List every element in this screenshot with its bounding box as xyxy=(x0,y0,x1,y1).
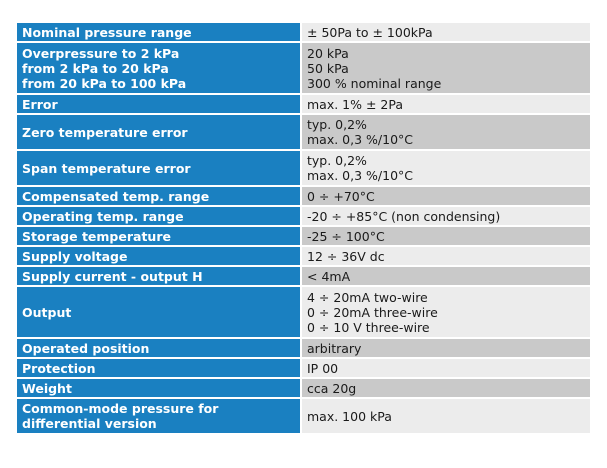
spec-value-cell: ± 50Pa to ± 100kPa xyxy=(300,21,592,43)
spec-row: Supply voltage 12 ÷ 36V dc xyxy=(15,245,592,267)
specifications-table: Nominal pressure range ± 50Pa to ± 100kPa… xyxy=(15,21,592,435)
spec-name-cell: Supply voltage xyxy=(15,245,302,267)
spec-name: Common-mode pressure for xyxy=(22,401,219,416)
spec-row: Error max. 1% ± 2Pa xyxy=(15,93,592,115)
spec-value: max. 0,3 %/10°C xyxy=(307,132,414,147)
spec-row: Nominal pressure range ± 50Pa to ± 100kPa xyxy=(15,21,592,43)
spec-name-cell: Operated position xyxy=(15,337,302,359)
spec-name-cell: Error xyxy=(15,93,302,115)
spec-name-cell: Zero temperature error xyxy=(15,113,302,151)
spec-name: Output xyxy=(22,304,72,320)
spec-name-cell: Span temperature error xyxy=(15,149,302,187)
spec-value: typ. 0,2% xyxy=(307,153,367,168)
spec-row: Overpressure to 2 kPa from 2 kPa to 20 kP… xyxy=(15,41,592,95)
spec-name-cell: Output xyxy=(15,285,302,339)
spec-row: Operated position arbitrary xyxy=(15,337,592,359)
spec-value: ± 50Pa to ± 100kPa xyxy=(307,24,433,40)
spec-value-cell: -20 ÷ +85°C (non condensing) xyxy=(300,205,592,227)
spec-row: Compensated temp. range 0 ÷ +70°C xyxy=(15,185,592,207)
spec-name: Storage temperature xyxy=(22,228,171,244)
spec-row: Output 4 ÷ 20mA two-wire 0 ÷ 20mA three-wi… xyxy=(15,285,592,339)
spec-value: typ. 0,2% xyxy=(307,117,367,132)
spec-value-cell: 12 ÷ 36V dc xyxy=(300,245,592,267)
spec-name: Operating temp. range xyxy=(22,208,184,224)
spec-name: from 2 kPa to 20 kPa xyxy=(22,60,169,76)
spec-value: 12 ÷ 36V dc xyxy=(307,248,385,264)
spec-name: Span temperature error xyxy=(22,160,191,176)
spec-name-cell: Operating temp. range xyxy=(15,205,302,227)
spec-value: max. 1% ± 2Pa xyxy=(307,96,404,112)
spec-value-cell: typ. 0,2% max. 0,3 %/10°C xyxy=(300,113,592,151)
spec-value-cell: 4 ÷ 20mA two-wire 0 ÷ 20mA three-wire 0 ÷ … xyxy=(300,285,592,339)
spec-value-cell: typ. 0,2% max. 0,3 %/10°C xyxy=(300,149,592,187)
spec-row: Supply current - output H < 4mA xyxy=(15,265,592,287)
spec-value-cell: cca 20g xyxy=(300,377,592,399)
spec-name: Weight xyxy=(22,380,72,396)
spec-value: 0 ÷ 20mA three-wire xyxy=(307,304,438,320)
spec-value: 0 ÷ +70°C xyxy=(307,188,375,204)
spec-value: IP 00 xyxy=(307,360,339,376)
spec-value: < 4mA xyxy=(307,268,351,284)
spec-row: Span temperature error typ. 0,2% max. 0,3 … xyxy=(15,149,592,187)
spec-row: Zero temperature error typ. 0,2% max. 0,3 … xyxy=(15,113,592,151)
spec-value: 50 kPa xyxy=(307,60,349,76)
spec-name: Nominal pressure range xyxy=(22,24,192,40)
spec-name-cell: Storage temperature xyxy=(15,225,302,247)
spec-name: Error xyxy=(22,96,58,112)
spec-row: Common-mode pressure for differential ver… xyxy=(15,397,592,435)
spec-value: max. 0,3 %/10°C xyxy=(307,168,414,183)
spec-name-cell: Overpressure to 2 kPa from 2 kPa to 20 kP… xyxy=(15,41,302,95)
spec-name: Overpressure to 2 kPa xyxy=(22,45,180,61)
spec-value: -25 ÷ 100°C xyxy=(307,228,385,244)
spec-value: 20 kPa xyxy=(307,45,349,61)
spec-value-cell: max. 1% ± 2Pa xyxy=(300,93,592,115)
spec-name: Zero temperature error xyxy=(22,124,188,140)
spec-name-cell: Supply current - output H xyxy=(15,265,302,287)
spec-value-cell: IP 00 xyxy=(300,357,592,379)
spec-name: Operated position xyxy=(22,340,150,356)
spec-value: arbitrary xyxy=(307,340,362,356)
spec-name: Compensated temp. range xyxy=(22,188,210,204)
spec-value: 4 ÷ 20mA two-wire xyxy=(307,289,428,305)
spec-value-cell: < 4mA xyxy=(300,265,592,287)
spec-name-cell: Nominal pressure range xyxy=(15,21,302,43)
spec-name-cell: Protection xyxy=(15,357,302,379)
spec-name: from 20 kPa to 100 kPa xyxy=(22,75,187,91)
spec-name: Supply voltage xyxy=(22,248,128,264)
spec-value: max. 100 kPa xyxy=(307,408,392,424)
spec-value: 300 % nominal range xyxy=(307,75,442,91)
spec-name: differential version xyxy=(22,416,157,431)
spec-row: Weight cca 20g xyxy=(15,377,592,399)
spec-value-cell: -25 ÷ 100°C xyxy=(300,225,592,247)
spec-value: cca 20g xyxy=(307,380,357,396)
specifications-body: Nominal pressure range ± 50Pa to ± 100kPa… xyxy=(15,21,592,435)
spec-name: Supply current - output H xyxy=(22,268,203,284)
spec-value-cell: 0 ÷ +70°C xyxy=(300,185,592,207)
spec-row: Storage temperature -25 ÷ 100°C xyxy=(15,225,592,247)
spec-name: Protection xyxy=(22,360,96,376)
spec-name-cell: Common-mode pressure for differential ver… xyxy=(15,397,302,435)
spec-value: 0 ÷ 10 V three-wire xyxy=(307,319,430,335)
spec-row: Protection IP 00 xyxy=(15,357,592,379)
spec-value-cell: arbitrary xyxy=(300,337,592,359)
spec-name-cell: Compensated temp. range xyxy=(15,185,302,207)
spec-value: -20 ÷ +85°C (non condensing) xyxy=(307,208,501,224)
spec-name-cell: Weight xyxy=(15,377,302,399)
spec-row: Operating temp. range -20 ÷ +85°C (non co… xyxy=(15,205,592,227)
spec-value-cell: 20 kPa 50 kPa 300 % nominal range xyxy=(300,41,592,95)
spec-value-cell: max. 100 kPa xyxy=(300,397,592,435)
